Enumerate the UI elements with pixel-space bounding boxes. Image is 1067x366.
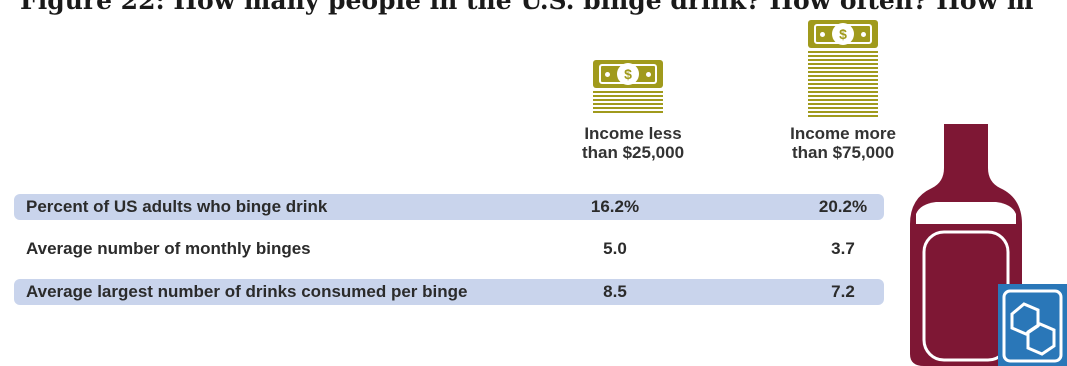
value-low-income: 16.2% [590,197,640,216]
money-stack-large-icon: $ [808,20,878,120]
table-row: Percent of US adults who binge drink 16.… [14,194,884,220]
liquor-bottle-icon [910,124,1067,366]
value-high-income: 7.2 [831,282,855,301]
ice-glass-icon [998,284,1067,366]
value-high-income: 20.2% [818,197,868,216]
value-low-income: 5.0 [603,239,627,258]
column-header-line: Income more [790,124,896,143]
column-header-line: Income less [584,124,682,143]
column-header-high-income: Income more than $75,000 [758,124,928,162]
column-header-low-income: Income less than $25,000 [548,124,718,162]
column-header-line: than $25,000 [581,143,685,162]
column-header-line: than $75,000 [791,143,895,162]
value-low-income: 8.5 [603,282,627,301]
row-label: Average number of monthly binges [26,239,311,258]
value-high-income: 3.7 [831,239,855,258]
money-stack-small-icon: $ [593,60,663,116]
figure-title: Figure 22: How many people in the U.S. b… [20,0,1034,15]
row-label: Percent of US adults who binge drink [26,197,328,216]
table-row: Average number of monthly binges 5.0 3.7 [14,236,884,262]
table-row: Average largest number of drinks consume… [14,279,884,305]
row-label: Average largest number of drinks consume… [26,282,468,301]
